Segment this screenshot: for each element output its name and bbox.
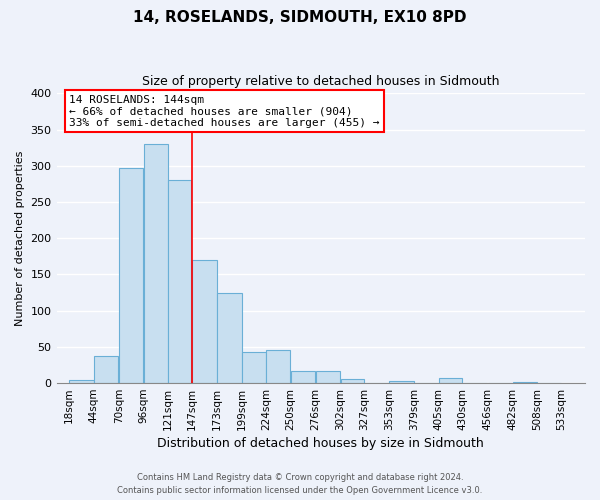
Bar xyxy=(291,372,315,383)
Title: Size of property relative to detached houses in Sidmouth: Size of property relative to detached ho… xyxy=(142,75,500,88)
Bar xyxy=(341,380,364,383)
Bar xyxy=(512,382,537,383)
Bar xyxy=(217,294,242,383)
Bar xyxy=(266,350,290,383)
Bar xyxy=(439,378,463,383)
Bar xyxy=(242,352,266,383)
Text: 14 ROSELANDS: 144sqm
← 66% of detached houses are smaller (904)
33% of semi-deta: 14 ROSELANDS: 144sqm ← 66% of detached h… xyxy=(69,95,379,128)
Y-axis label: Number of detached properties: Number of detached properties xyxy=(15,150,25,326)
X-axis label: Distribution of detached houses by size in Sidmouth: Distribution of detached houses by size … xyxy=(157,437,484,450)
Bar xyxy=(167,180,191,383)
Bar xyxy=(144,144,168,383)
Text: 14, ROSELANDS, SIDMOUTH, EX10 8PD: 14, ROSELANDS, SIDMOUTH, EX10 8PD xyxy=(133,10,467,25)
Text: Contains HM Land Registry data © Crown copyright and database right 2024.
Contai: Contains HM Land Registry data © Crown c… xyxy=(118,474,482,495)
Bar xyxy=(389,381,414,383)
Bar xyxy=(193,260,217,383)
Bar xyxy=(94,356,118,383)
Bar xyxy=(316,371,340,383)
Bar xyxy=(69,380,94,383)
Bar xyxy=(119,168,143,383)
